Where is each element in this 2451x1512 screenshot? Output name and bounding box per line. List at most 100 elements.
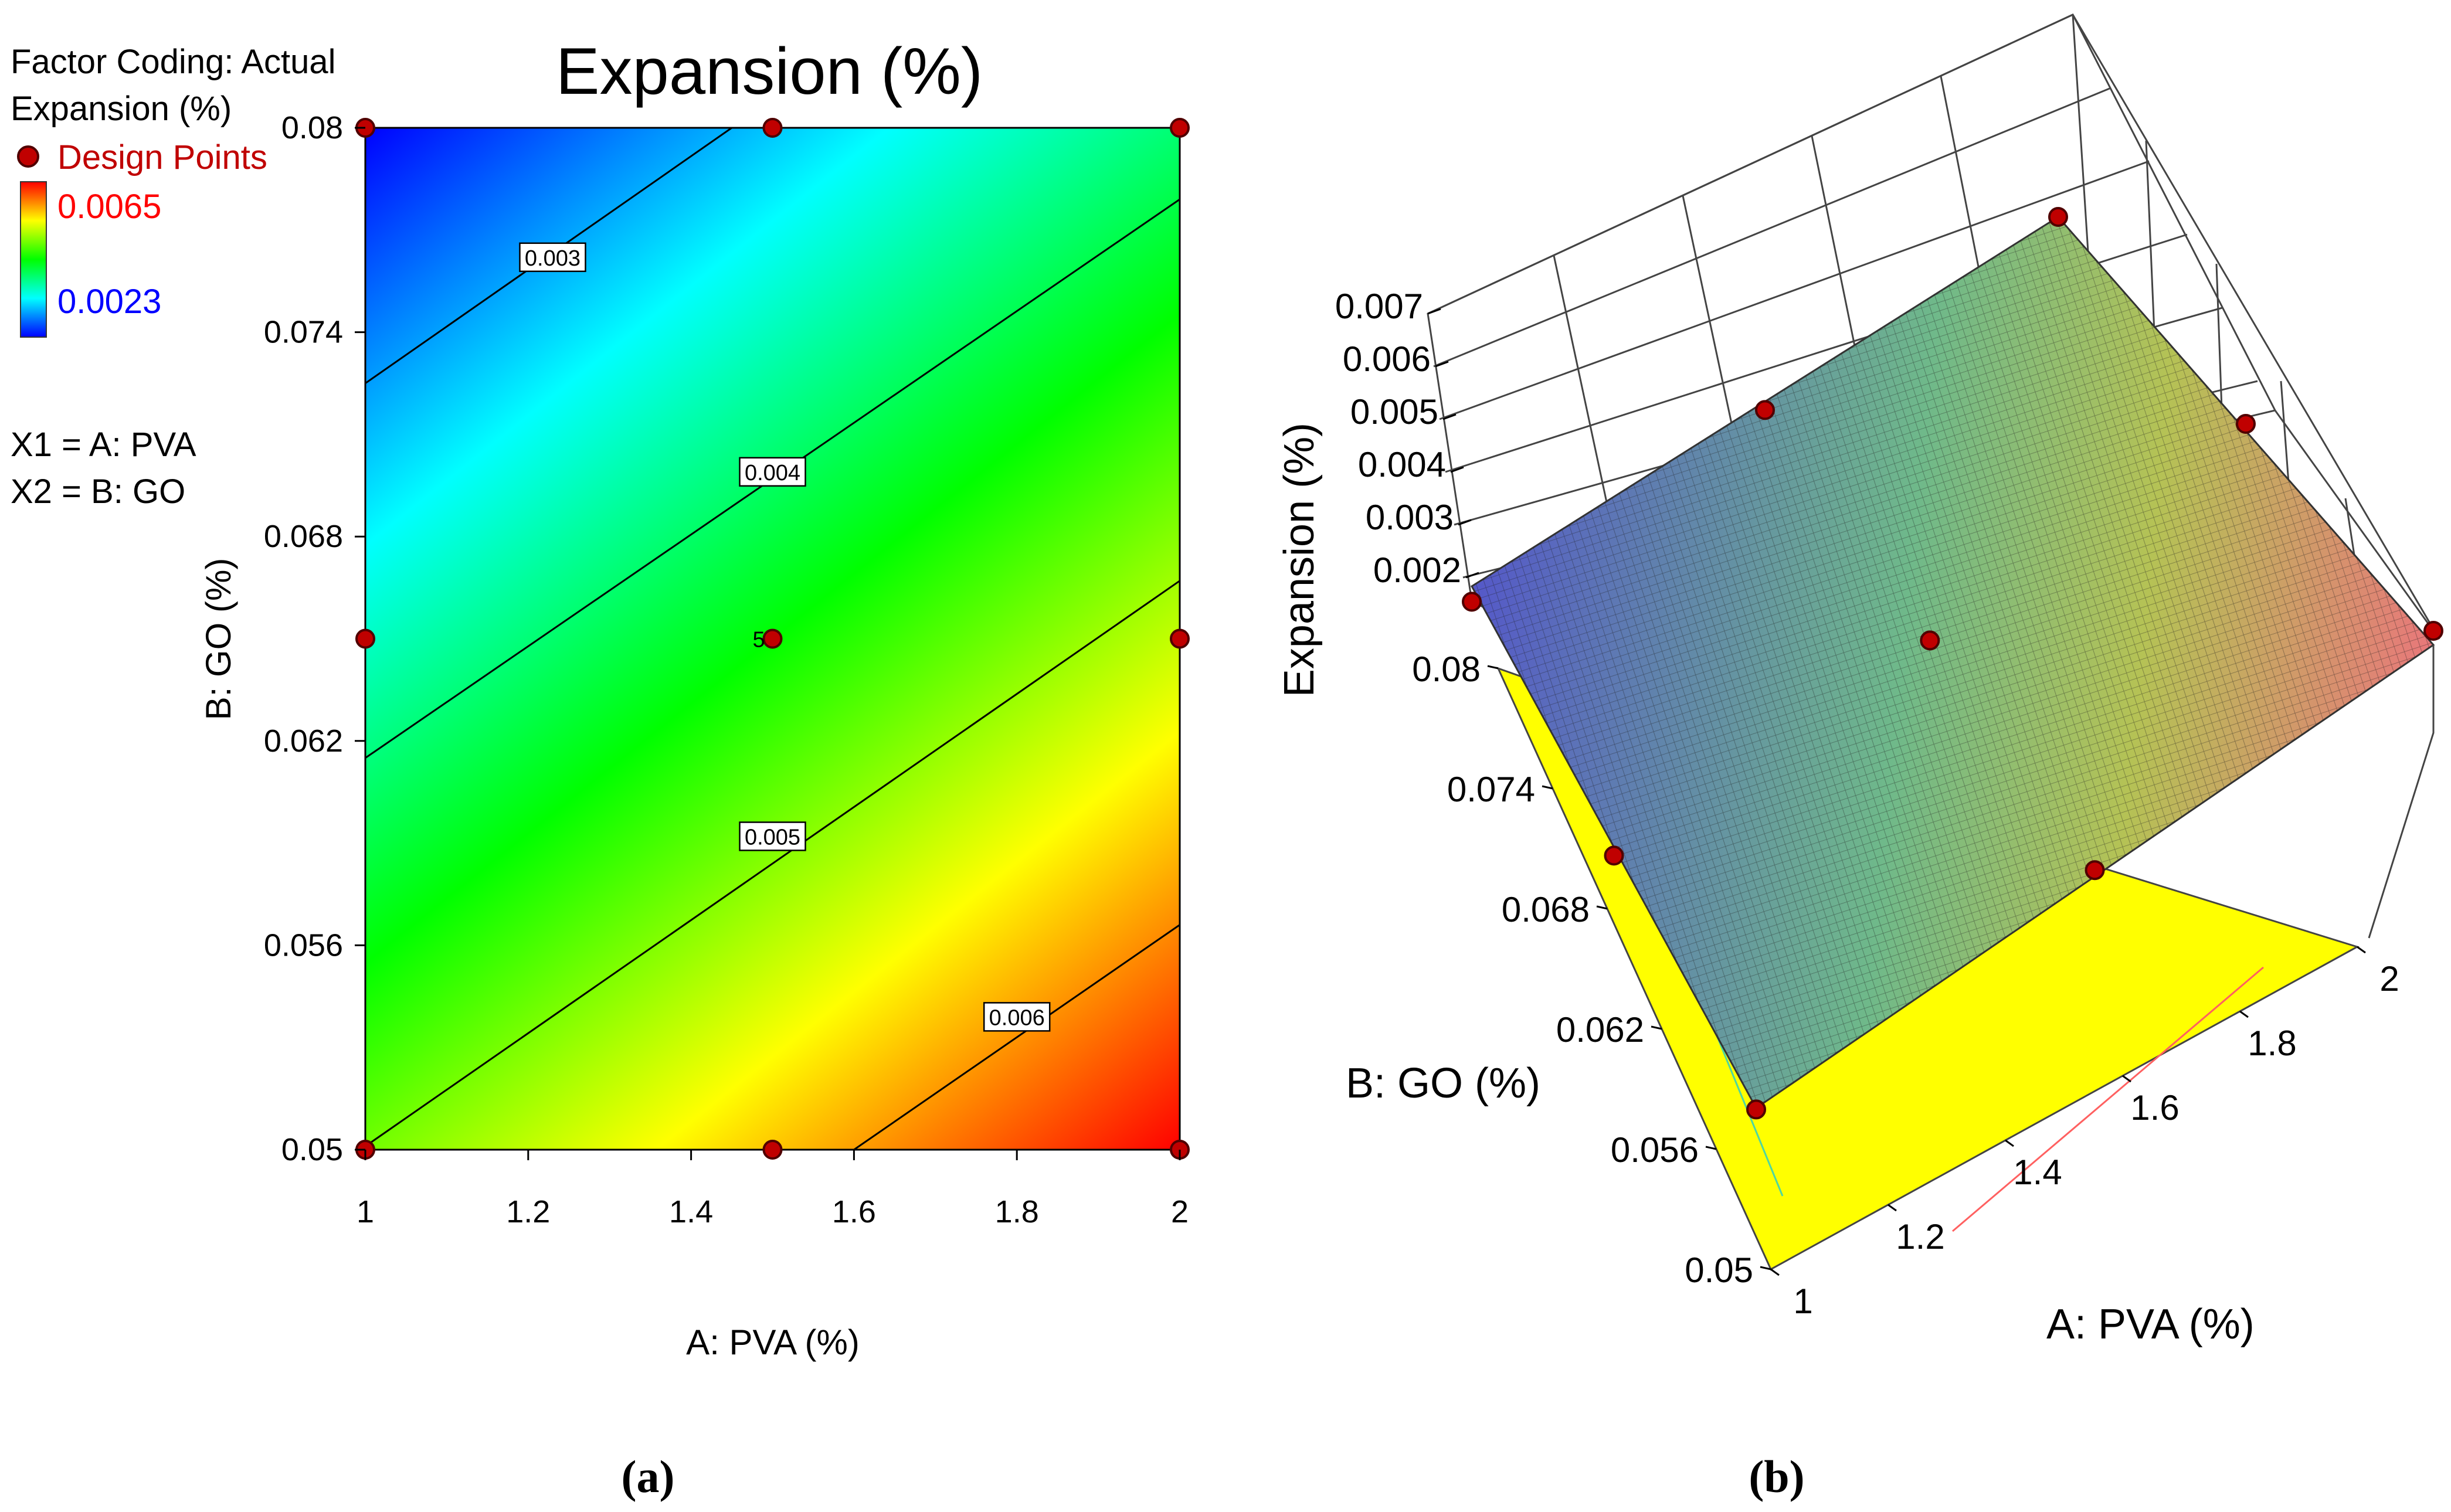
contour-label-0.003: 0.003 [525,246,580,271]
contour-label-box-0.006 [983,1002,1051,1032]
surface-design-point [1755,400,1775,420]
design-point [355,628,375,649]
panel-label-a: (a) [622,1451,675,1502]
y-tick-label: 0.05 [281,1132,343,1167]
y-tick-label: 0.068 [264,519,343,554]
surface-y-label: B: GO (%) [1346,1060,1540,1107]
contour-label-0.005: 0.005 [745,825,800,850]
surface-y-tick-label: 0.074 [1447,770,1535,809]
surface-design-point [1604,845,1624,866]
surface-x-tick-label: 1.6 [2130,1088,2179,1127]
z-tick-label: 0.003 [1366,498,1454,537]
z-tick [1450,466,1464,473]
surface-x-axis: 1 1.2 1.4 1.6 1.8 2 [1770,946,2399,1321]
contour-line-0.006 [853,924,1180,1151]
surface-design-point [1920,630,1940,651]
legend-x1-label: X1 = A: PVA [11,426,196,464]
surface-y-tick-label: 0.05 [1685,1251,1753,1290]
z-tick [1427,308,1441,315]
x-tick-label: 1.2 [506,1194,550,1229]
surface-x-tick-label: 1.2 [1896,1217,1944,1256]
surface-design-point [1462,592,1482,612]
surface-x-tick [1770,1268,1780,1276]
surface-y-tick [1487,665,1499,670]
surface-y-tick [1542,785,1553,790]
design-point [762,118,783,138]
design-point-count: 5 [753,628,765,653]
design-point [1170,118,1190,138]
floor-contour-red [1952,966,2264,1232]
surface-design-points [1462,207,2443,1120]
z-tick-label: 0.004 [1358,445,1446,484]
z-tick-label: 0.002 [1373,551,1461,590]
surface-y-axis: 0.05 0.056 0.062 0.068 0.074 0.08 [1412,650,1771,1290]
panel-label-b: (b) [1749,1451,1804,1502]
z-tick [1458,519,1472,526]
surface-x-tick-label: 1.8 [2248,1024,2296,1063]
surface-design-point [1746,1099,1766,1120]
contour-label-0.004: 0.004 [745,461,800,485]
legend-design-points-label: Design Points [57,138,267,176]
surface-x-tick-label: 1 [1793,1282,1812,1321]
z-tick [1442,413,1457,420]
z-tick-label: 0.006 [1343,339,1431,379]
x-tick-label: 2 [1171,1194,1189,1229]
surface-x-tick [2122,1075,2131,1083]
response-surface-mesh [1472,217,2433,1108]
surface-x-label: A: PVA (%) [2046,1301,2255,1348]
surface-x-tick [2239,1010,2249,1018]
surface-back-grid [1427,13,2440,769]
surface-z-axis: 0.002 0.003 0.004 0.005 0.006 0.007 [1335,287,1479,590]
contour-lines: 0.003 0.004 0.005 0.006 [365,127,1180,1151]
contour-label-0.006: 0.006 [989,1005,1045,1030]
design-point [762,1140,783,1160]
surface-y-tick-label: 0.056 [1611,1130,1699,1170]
surface-y-tick [1596,905,1608,910]
contour-x-label: A: PVA (%) [686,1323,860,1362]
y-tick-label: 0.074 [264,315,343,350]
contour-y-axis: 0.05 0.056 0.062 0.068 0.074 0.08 [264,110,365,1167]
surface-x-tick-label: 1.4 [2013,1153,2062,1192]
z-tick [1435,361,1449,368]
design-point [762,628,783,649]
surface-y-tick [1651,1025,1662,1030]
surface-y-tick [1760,1266,1771,1270]
legend-x2-label: X2 = B: GO [11,473,185,511]
surface-design-point [2085,860,2105,881]
legend-scale-low: 0.0023 [57,283,161,321]
z-tick-label: 0.005 [1350,392,1438,431]
surface-design-point [2236,414,2256,434]
x-tick-label: 1 [357,1194,374,1229]
surface-x-tick [2005,1139,2014,1147]
surface-y-tick-label: 0.08 [1412,650,1481,689]
z-tick [1465,572,1479,579]
surface-design-point [2048,207,2068,227]
legend-coding-label: Factor Coding: Actual [11,43,336,81]
x-tick-label: 1.6 [832,1194,876,1229]
y-tick-label: 0.08 [281,110,343,145]
x-tick-label: 1.4 [669,1194,713,1229]
z-tick-label: 0.007 [1335,287,1423,326]
contour-plot: Expansion (%) 0.003 0.004 0.005 0.006 5 1 1.… [199,35,1190,1502]
legend-scale-high: 0.0065 [57,188,161,226]
contour-legend: Factor Coding: Actual Expansion (%) Desi… [11,43,336,511]
contour-line-0.005 [365,580,1180,1147]
surface-edge [2368,645,2435,939]
surface-x-tick-label: 2 [2379,959,2399,998]
surface-design-point [2423,621,2443,641]
x-tick-label: 1.8 [995,1194,1039,1229]
surface-z-label: Expansion (%) [1276,423,1323,697]
surface-y-tick-label: 0.062 [1556,1010,1644,1049]
surface-plot: 0.002 0.003 0.004 0.005 0.006 0.007 0.05 0.056… [1276,13,2443,1502]
contour-label-box-0.004 [739,457,806,487]
surface-y-tick-label: 0.068 [1502,890,1590,929]
legend-color-scale [20,181,47,338]
surface-x-tick [2357,946,2366,954]
legend-response-label: Expansion (%) [11,90,232,128]
contour-label-box-0.003 [519,242,586,273]
design-point [1170,628,1190,649]
contour-y-label: B: GO (%) [199,558,238,721]
surface-x-tick [1888,1204,1897,1212]
surface-y-tick [1705,1146,1717,1150]
